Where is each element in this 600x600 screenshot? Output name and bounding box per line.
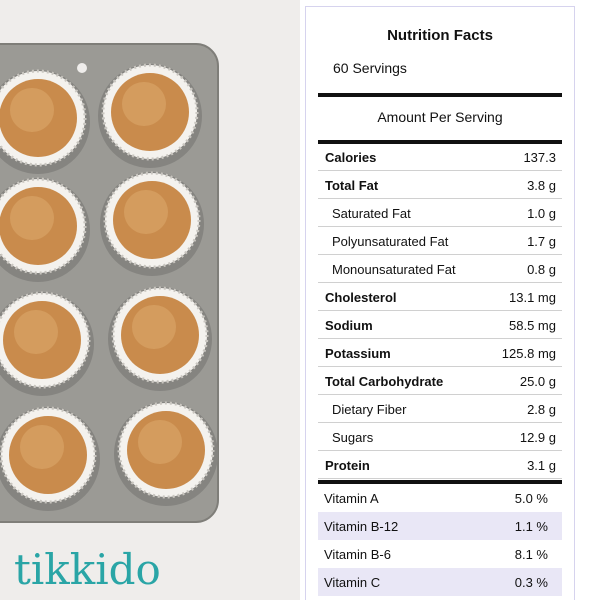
nutrient-amount: 25.0 g: [519, 374, 556, 389]
photo: tikkido: [0, 0, 300, 600]
vitamin-row: Vitamin C 0.3 %: [318, 568, 562, 596]
nutrient-amount: 1.0 g: [527, 206, 556, 221]
nutrient-name: Protein: [325, 458, 370, 473]
nutrient-amount: 3.8 g: [527, 178, 556, 193]
nutrient-row: Sodium 58.5 mg: [318, 311, 562, 339]
divider: [318, 93, 562, 97]
nutrient-row: Protein 3.1 g: [318, 451, 562, 479]
vitamin-amount: 8.1 %: [514, 547, 548, 562]
divider: [318, 140, 562, 144]
muffin: [10, 88, 54, 132]
nutrient-name: Dietary Fiber: [332, 402, 407, 417]
nutrient-amount: 1.7 g: [527, 234, 556, 249]
vitamin-amount: 0.3 %: [514, 575, 548, 590]
nutrient-row: Dietary Fiber 2.8 g: [318, 395, 562, 423]
nutrient-row: Monounsaturated Fat 0.8 g: [318, 255, 562, 283]
vitamin-row: Vitamin B-6 8.1 %: [318, 540, 562, 568]
vitamin-name: Vitamin B-12: [324, 519, 399, 534]
nutrient-name: Calories: [325, 150, 377, 165]
nutrient-amount: 0.8 g: [527, 262, 556, 277]
nutrient-row: Polyunsaturated Fat 1.7 g: [318, 227, 562, 255]
nutrient-name: Saturated Fat: [332, 206, 411, 221]
muffin: [138, 420, 182, 464]
nutrient-row: Total Carbohydrate 25.0 g: [318, 367, 562, 395]
nutrient-name: Total Carbohydrate: [325, 374, 444, 389]
nutrition-panel: Nutrition Facts 60 Servings Amount Per S…: [305, 6, 575, 600]
nutrient-name: Monounsaturated Fat: [332, 262, 456, 277]
tin-hole: [77, 63, 87, 73]
divider: [318, 480, 562, 484]
vitamin-row: Vitamin A 5.0 %: [318, 484, 562, 512]
nutrient-row: Total Fat 3.8 g: [318, 171, 562, 199]
muffin: [14, 310, 58, 354]
nutrient-name: Sugars: [332, 430, 374, 445]
nutrient-row: Sugars 12.9 g: [318, 423, 562, 451]
vitamin-row: Vitamin B-12 1.1 %: [318, 512, 562, 540]
nutrient-amount: 13.1 mg: [509, 290, 556, 305]
logo: tikkido: [14, 545, 161, 594]
nutrient-amount: 125.8 mg: [501, 346, 556, 361]
nutrient-row: Cholesterol 13.1 mg: [318, 283, 562, 311]
nutrient-row: Calories 137.3: [318, 143, 562, 171]
nutrient-amount: 2.8 g: [527, 402, 556, 417]
nutrient-amount: 58.5 mg: [509, 318, 556, 333]
nutrient-name: Potassium: [325, 346, 391, 361]
nutrient-row: Saturated Fat 1.0 g: [318, 199, 562, 227]
muffin: [122, 82, 166, 126]
vitamin-name: Vitamin C: [324, 575, 381, 590]
nutrient-name: Cholesterol: [325, 290, 397, 305]
nutrient-name: Polyunsaturated Fat: [332, 234, 449, 249]
muffin: [20, 425, 64, 469]
nutrient-name: Total Fat: [325, 178, 379, 193]
nutrient-row: Potassium 125.8 mg: [318, 339, 562, 367]
nutrient-amount: 12.9 g: [519, 430, 556, 445]
muffin: [10, 196, 54, 240]
nutrient-name: Sodium: [325, 318, 373, 333]
title: Nutrition Facts: [387, 27, 493, 44]
muffin: [124, 190, 168, 234]
nutrient-amount: 137.3: [523, 150, 556, 165]
muffin: [132, 305, 176, 349]
nutrient-amount: 3.1 g: [527, 458, 556, 473]
servings: 60 Servings: [333, 60, 407, 76]
vitamin-amount: 1.1 %: [514, 519, 548, 534]
vitamin-name: Vitamin B-6: [324, 547, 391, 562]
vitamin-amount: 5.0 %: [514, 491, 548, 506]
vitamin-name: Vitamin A: [324, 491, 379, 506]
subheader: Amount Per Serving: [377, 109, 503, 125]
